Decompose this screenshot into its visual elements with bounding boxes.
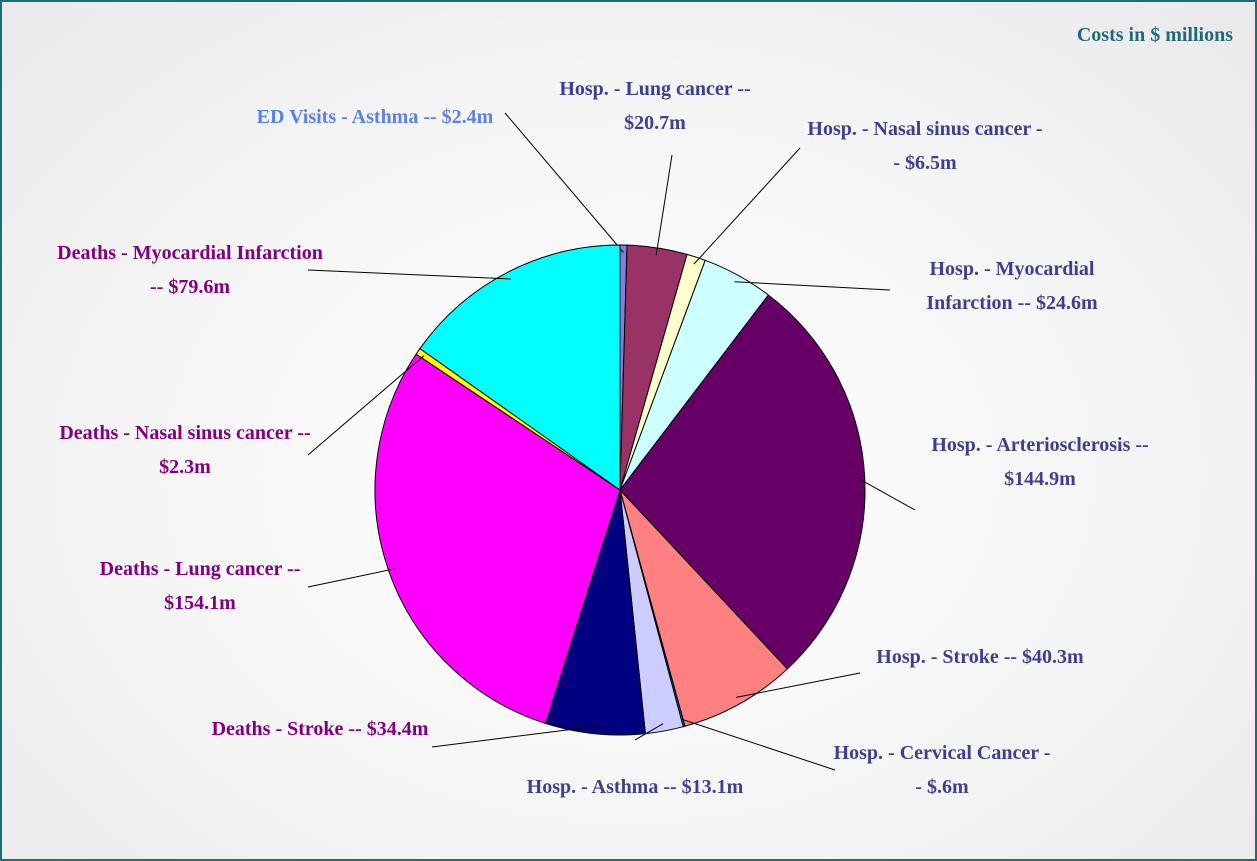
slice-category: Deaths - Lung cancer --: [99, 558, 301, 580]
pie-slice: [619, 489, 789, 727]
slice-label: Hosp. - Nasal sinus cancer -- $6.5m: [805, 112, 1045, 180]
slice-label: Hosp. - Arteriosclerosis -- $144.9m: [925, 428, 1155, 496]
leader-line: [504, 112, 624, 253]
leader-line: [307, 355, 425, 456]
slice-category: ED Visits - Asthma --: [256, 106, 437, 128]
slice-value: $2.3m: [159, 456, 211, 478]
slice-label: Hosp. - Asthma -- $13.1m: [515, 770, 755, 804]
pie-slice: [419, 244, 621, 491]
slice-category: Deaths - Stroke --: [211, 718, 362, 740]
slice-label: Hosp. - Myocardial Infarction -- $24.6m: [887, 252, 1137, 320]
slice-value: $6.5m: [905, 152, 957, 174]
slice-value: $144.9m: [1004, 468, 1076, 490]
pie-slice: [619, 294, 866, 670]
slice-value: $13.1m: [681, 776, 744, 798]
leader-line: [857, 477, 916, 511]
slice-label: Deaths - Stroke -- $34.4m: [205, 712, 435, 746]
slice-category: Deaths - Myocardial Infarction --: [57, 242, 323, 298]
leader-line: [307, 568, 396, 588]
slice-label: Hosp. - Lung cancer -- $20.7m: [545, 72, 765, 140]
slice-value: $20.7m: [624, 112, 686, 134]
slice-label: Deaths - Lung cancer -- $154.1m: [90, 552, 310, 620]
slice-value: $34.4m: [366, 718, 429, 740]
slice-category: Hosp. - Arteriosclerosis --: [931, 434, 1149, 456]
pie-slice: [374, 353, 621, 725]
slice-value: $40.3m: [1022, 646, 1084, 668]
slice-label: Deaths - Myocardial Infarction -- $79.6m: [55, 236, 325, 304]
leader-line: [307, 269, 511, 280]
slice-label: Hosp. - Cervical Cancer -- $.6m: [832, 736, 1052, 804]
slice-value: $.6m: [927, 776, 969, 798]
slice-label: Deaths - Nasal sinus cancer -- $2.3m: [50, 416, 320, 484]
leader-line: [655, 154, 673, 256]
slice-label: Hosp. - Stroke -- $40.3m: [865, 640, 1095, 674]
slice-category: Hosp. - Asthma --: [526, 776, 677, 798]
slice-category: Deaths - Nasal sinus cancer --: [59, 422, 311, 444]
slice-value: $24.6m: [1035, 292, 1098, 314]
leader-line: [634, 723, 664, 741]
leader-line: [734, 281, 891, 291]
leader-line: [693, 147, 801, 265]
leader-line: [431, 725, 596, 748]
slice-category: Hosp. - Cervical Cancer --: [833, 742, 1051, 798]
slice-category: Hosp. - Nasal sinus cancer --: [807, 118, 1043, 174]
slice-label: ED Visits - Asthma -- $2.4m: [240, 100, 510, 134]
chart-title: Costs in $ millions: [1076, 24, 1233, 46]
slice-category: Hosp. - Stroke --: [876, 646, 1018, 668]
slice-value: $79.6m: [168, 276, 230, 298]
slice-category: Hosp. - Lung cancer --: [559, 78, 751, 100]
leader-line: [735, 672, 861, 698]
slice-value: $154.1m: [164, 592, 236, 614]
slice-value: $2.4m: [441, 106, 494, 128]
leader-line: [682, 718, 836, 771]
slice-category: Hosp. - Myocardial Infarction --: [926, 258, 1095, 314]
